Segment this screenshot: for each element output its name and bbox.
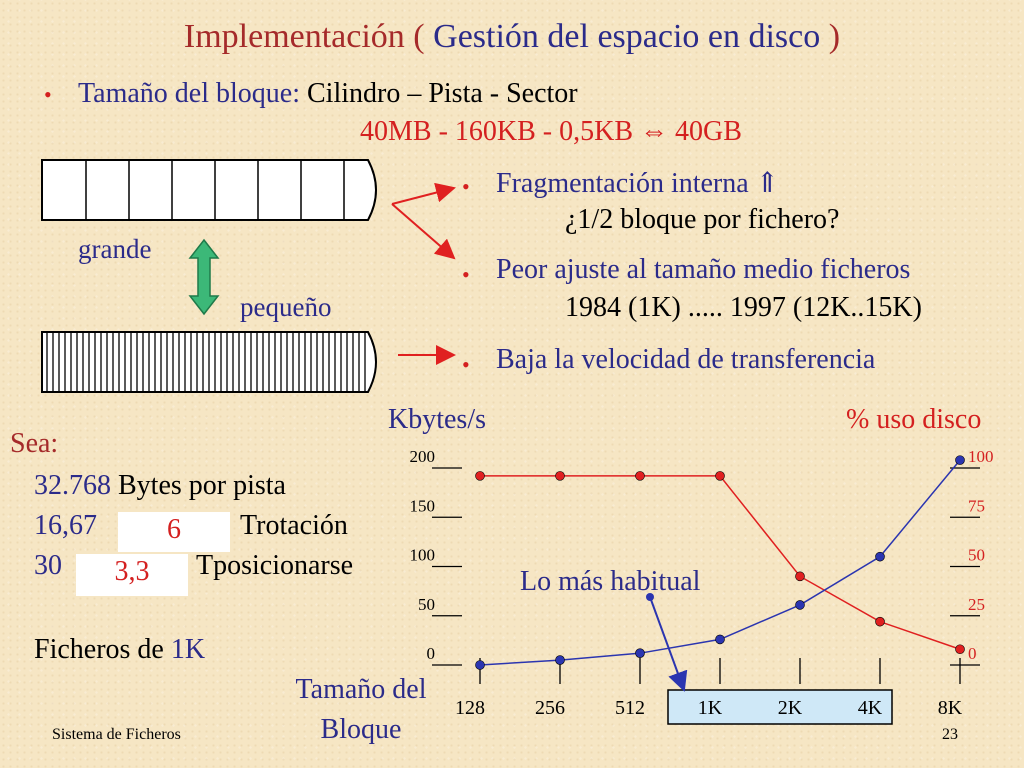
bullet-effect-2: • (462, 262, 470, 287)
y-tick-left-label: 200 (410, 447, 436, 466)
y-tick-right-label: 75 (968, 496, 985, 515)
chart: 0 50 100 150 200 0 25 50 75 100 128 256 512 1K 2K 4K 8K (410, 447, 994, 725)
y-tick-right-label: 0 (968, 644, 977, 663)
files-label: Ficheros de (34, 634, 171, 665)
data-point (715, 471, 725, 481)
bullet-block-size: • (44, 82, 52, 107)
highlight-box (667, 689, 893, 725)
y-tick-left-label: 0 (427, 644, 436, 663)
y-ticks: 0 50 100 150 200 0 25 50 75 100 (410, 447, 994, 666)
label-big: grande (78, 234, 152, 264)
series-1 (475, 455, 965, 670)
block-size-sizes: 40MB - 160KB - 0,5KB ⇔ 40GB (360, 116, 742, 147)
files-value: 1K (170, 634, 206, 665)
title-part-1: Implementación ( (183, 18, 434, 55)
data-point (555, 471, 565, 481)
data-point (635, 648, 645, 658)
data-point (955, 455, 965, 465)
x-tick-label: 512 (615, 697, 645, 719)
sea-line-1: 32.768 Bytes por pista (34, 470, 286, 502)
data-point (475, 471, 485, 481)
chart-ylabel-left: Kbytes/s (388, 404, 486, 435)
positioning-answer: 3,3 (114, 556, 150, 587)
y-tick-left-label: 100 (410, 546, 436, 565)
data-point (715, 634, 725, 645)
chart-ylabel-right: % uso disco (846, 404, 982, 435)
data-point (635, 471, 645, 481)
effect-2-sub: 1984 (1K) ..... 1997 (12K..15K) (565, 292, 922, 323)
data-point (555, 655, 565, 665)
bullet-effect-1: • (462, 174, 470, 199)
chart-xlabel: Tamaño del Bloque (295, 674, 427, 745)
positioning-number: 30 (34, 550, 62, 581)
annotation-pointer (646, 593, 688, 692)
effect-1-text: Fragmentación interna ⇑ (496, 168, 780, 199)
data-point (875, 551, 885, 562)
annotation-arrow (649, 596, 688, 692)
chart-annotation: Lo más habitual (520, 566, 701, 597)
y-tick-right-label: 50 (968, 546, 985, 565)
y-tick-left-label: 50 (418, 595, 435, 614)
effect-arrows (391, 182, 456, 365)
effect-2-text: Peor ajuste al tamaño medio ficheros (496, 254, 911, 285)
effect-1-sub: ¿1/2 bloque por fichero? (565, 204, 840, 235)
footer-page-number: 23 (942, 726, 958, 743)
block-size-line: Tamaño del bloque: Cilindro – Pista - Se… (78, 78, 578, 110)
block-size-value: Cilindro – Pista - Sector (306, 78, 578, 109)
slide-title: Implementación ( Gestión del espacio en … (0, 18, 1024, 56)
bullet-effect-3: • (462, 352, 470, 377)
data-point (795, 600, 805, 610)
x-tick-label: 8K (938, 697, 963, 719)
series-line (479, 459, 961, 666)
footer-left: Sistema de Ficheros (52, 726, 181, 743)
sea-heading: Sea: (10, 428, 59, 459)
y-tick-left-label: 150 (410, 496, 436, 515)
rotation-answer-box (118, 512, 230, 552)
small-block-track (41, 331, 377, 393)
x-tick-label: 2K (778, 697, 803, 719)
positioning-label: Tposicionarse (196, 550, 354, 581)
x-axis: 128 256 512 1K 2K 4K 8K (455, 658, 963, 719)
bytes-per-track-number: 32.768 (34, 470, 111, 501)
data-point (795, 571, 805, 582)
x-tick-label: 4K (858, 697, 883, 719)
x-tick-label: 128 (455, 697, 485, 719)
large-block-track (41, 159, 377, 221)
title-part-3: ) (820, 18, 841, 55)
data-point (955, 644, 965, 655)
label-small: pequeño (240, 292, 332, 322)
size-double-arrow (188, 238, 220, 316)
files-line: Ficheros de 1K (34, 634, 205, 666)
rotation-answer: 6 (167, 514, 181, 545)
data-point (875, 616, 885, 627)
title-part-2: Gestión del espacio en disco (433, 18, 821, 55)
series-0 (475, 471, 965, 655)
data-point (475, 660, 485, 670)
y-tick-right-label: 100 (968, 447, 994, 466)
bytes-per-track-label: Bytes por pista (111, 470, 286, 501)
y-tick-right-label: 25 (968, 595, 985, 614)
effect-3-text: Baja la velocidad de transferencia (496, 344, 876, 375)
rotation-label: Trotación (240, 510, 348, 541)
x-tick-label: 256 (535, 697, 565, 719)
positioning-answer-box (76, 554, 188, 596)
series-line (480, 475, 961, 650)
block-size-label: Tamaño del bloque: (78, 78, 300, 109)
x-tick-label: 1K (698, 697, 723, 719)
rotation-number: 16,67 (34, 510, 97, 541)
